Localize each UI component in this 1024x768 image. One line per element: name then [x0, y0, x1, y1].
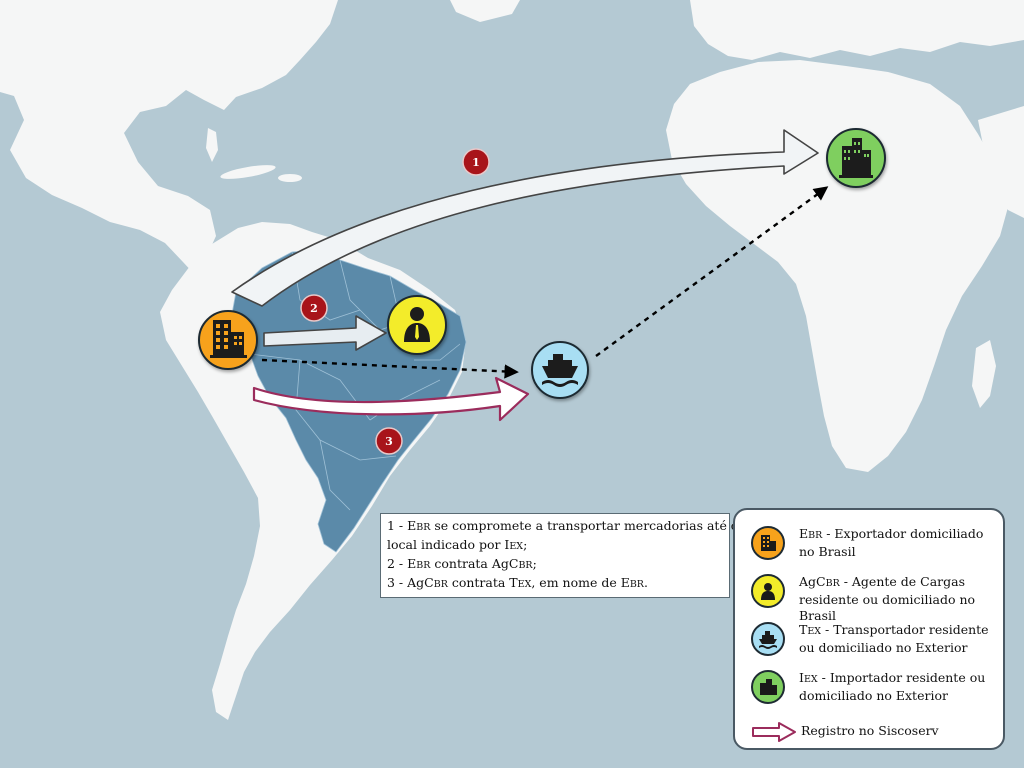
ship-node [531, 341, 589, 399]
arabia-landmass [978, 106, 1024, 218]
exporter-node [198, 310, 258, 370]
step2-arrow [263, 315, 387, 351]
caribbean-islands [206, 128, 218, 162]
step-badge-3: 3 [375, 427, 403, 455]
building-icon [210, 320, 247, 358]
building-icon [751, 526, 785, 560]
dotted-route-to-importer [595, 186, 829, 357]
caption-line-1: 1 - EBR se compromete a transportar merc… [387, 518, 739, 533]
step-badge-1: 1 [462, 148, 490, 176]
step-number-1: 1 [472, 156, 480, 169]
step-badge-2: 2 [300, 294, 328, 322]
legend-label-carrier: TEX - Transportador residente ou domicil… [799, 622, 989, 655]
legend-item-carrier: TEX - Transportador residente ou domicil… [751, 622, 1001, 662]
caption-box: 1 - EBR se compromete a transportar merc… [380, 513, 739, 598]
ship-icon [542, 354, 578, 387]
step1-arrow [231, 129, 819, 307]
step3-arrow [252, 376, 530, 422]
agent-node [387, 295, 447, 355]
legend-label-agent: AgCBR - Agente de Cargas residente ou do… [799, 574, 976, 623]
hispaniola-island [278, 174, 302, 182]
legend-panel: EBR - Exportador domiciliado no Brasil A… [733, 508, 1005, 750]
building-icon [751, 670, 785, 704]
person-icon [751, 574, 785, 608]
legend-item-exporter: EBR - Exportador domiciliado no Brasil [751, 526, 1001, 566]
caption-line-3: 2 - EBR contrata AgCBR; [387, 556, 537, 571]
europe-landmass [690, 0, 1024, 60]
legend-label-registro: Registro no Siscoserv [801, 723, 939, 738]
legend-label-exporter: EBR - Exportador domiciliado no Brasil [799, 526, 984, 559]
north-america-landmass [0, 0, 338, 276]
step-number-2: 2 [310, 302, 318, 315]
cuba-island [220, 165, 276, 179]
legend-item-importer: IEX - Importador residente ou domiciliad… [751, 670, 1001, 710]
dotted-route-to-ship [261, 358, 519, 379]
caption-line-2: local indicado por IEX; [387, 537, 528, 552]
greenland-landmass [450, 0, 520, 22]
legend-item-agent: AgCBR - Agente de Cargas residente ou do… [751, 574, 1001, 623]
ship-icon [751, 622, 785, 656]
registro-arrow-icon [752, 722, 796, 742]
person-icon [404, 307, 430, 342]
step-number-3: 3 [385, 435, 393, 448]
caption-line-4: 3 - AgCBR contrata TEX, em nome de EBR. [387, 575, 648, 590]
building-icon [839, 138, 873, 178]
importer-node [826, 128, 886, 188]
legend-label-importer: IEX - Importador residente ou domiciliad… [799, 670, 986, 703]
madagascar-island [972, 340, 996, 408]
